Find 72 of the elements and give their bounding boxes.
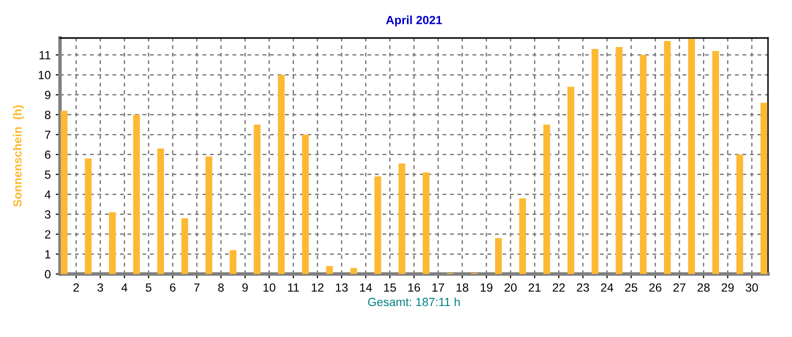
x-tick-label: 22 bbox=[552, 283, 565, 292]
y-axis-title: Sonnenschein (h) bbox=[12, 105, 24, 207]
x-tick-label: 27 bbox=[673, 283, 686, 292]
bar bbox=[206, 156, 212, 274]
bar bbox=[495, 238, 502, 274]
x-tick-label: 19 bbox=[480, 283, 492, 292]
x-tick-label: 20 bbox=[504, 283, 517, 292]
x-tick-label: 7 bbox=[194, 283, 200, 292]
x-tick-label: 3 bbox=[97, 283, 104, 292]
bar bbox=[181, 218, 188, 274]
x-tick-label: 15 bbox=[384, 283, 396, 292]
bar bbox=[567, 86, 574, 274]
text: Gesamt: 187:11 h bbox=[368, 297, 460, 306]
x-tick-label: 23 bbox=[576, 283, 589, 292]
bar bbox=[736, 154, 744, 274]
x-tick-label: 25 bbox=[625, 283, 638, 292]
y-tick-label: 8 bbox=[44, 110, 50, 120]
y-tick-label: 9 bbox=[44, 90, 50, 100]
x-tick-label: 9 bbox=[242, 283, 248, 292]
bar bbox=[230, 250, 236, 274]
bar bbox=[422, 172, 430, 274]
bar bbox=[640, 54, 647, 274]
y-tick-label: 5 bbox=[44, 170, 50, 179]
bar bbox=[350, 268, 358, 274]
bar bbox=[688, 38, 695, 274]
x-tick-label: 21 bbox=[528, 283, 541, 292]
x-tick-label: 29 bbox=[722, 283, 734, 292]
x-tick-label: 28 bbox=[698, 283, 710, 292]
bar bbox=[712, 50, 720, 274]
bar bbox=[84, 158, 92, 274]
x-tick-label: 5 bbox=[146, 283, 152, 292]
bar bbox=[760, 102, 768, 274]
bar bbox=[519, 198, 526, 274]
bar bbox=[133, 114, 140, 274]
bar bbox=[543, 124, 550, 274]
x-tick-label: 10 bbox=[264, 283, 276, 292]
y-tick-label: 0 bbox=[44, 270, 51, 278]
y-tick-label: 11 bbox=[40, 51, 50, 60]
x-tick-label: 12 bbox=[312, 283, 324, 292]
bar bbox=[398, 163, 406, 274]
x-tick-label: 26 bbox=[649, 283, 662, 292]
x-tick-label: 13 bbox=[336, 283, 348, 292]
bar bbox=[60, 110, 68, 274]
x-tick-label: 30 bbox=[746, 283, 758, 292]
x-tick-label: 24 bbox=[601, 283, 614, 292]
y-tick-label: 1 bbox=[45, 250, 50, 258]
y-tick-label: 4 bbox=[44, 190, 51, 199]
x-tick-label: 4 bbox=[121, 283, 128, 292]
y-tick-label: 3 bbox=[44, 210, 50, 219]
y-tick-label: 2 bbox=[45, 230, 50, 238]
x-tick-label: 8 bbox=[218, 283, 224, 292]
bar bbox=[592, 48, 598, 274]
bar bbox=[302, 134, 309, 274]
y-tick-label: 7 bbox=[45, 130, 50, 139]
x-tick-label: 6 bbox=[170, 283, 176, 292]
x-tick-label: 16 bbox=[408, 283, 420, 292]
bar bbox=[326, 266, 333, 274]
chart-title: April 2021 bbox=[386, 16, 442, 27]
x-tick-label: 14 bbox=[360, 283, 372, 292]
bar bbox=[616, 46, 622, 274]
bar bbox=[374, 176, 382, 274]
x-tick-label: 18 bbox=[456, 283, 468, 292]
bar bbox=[108, 212, 116, 274]
x-tick-label: 2 bbox=[73, 283, 79, 292]
bar bbox=[254, 124, 261, 274]
x-tick-label: 11 bbox=[288, 283, 299, 292]
y-tick-label: 10 bbox=[38, 70, 51, 80]
x-tick-label: 17 bbox=[432, 283, 444, 292]
bar bbox=[157, 148, 164, 274]
bar bbox=[664, 40, 671, 274]
y-tick-label: 6 bbox=[45, 150, 50, 159]
bar bbox=[278, 74, 285, 274]
